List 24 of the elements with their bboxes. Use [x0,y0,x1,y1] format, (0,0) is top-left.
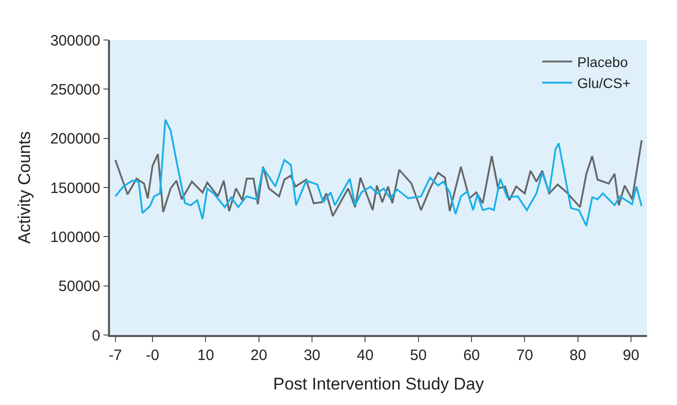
y-tick-label: 0 [92,327,100,344]
y-tick-label: 250000 [50,81,100,98]
legend-label: Placebo [577,54,628,70]
x-tick-label: 80 [570,346,586,364]
x-tick-label: 50 [410,346,427,364]
x-tick-label: 20 [250,346,268,364]
y-axis-title: Activity Counts [15,131,34,244]
x-tick-label: -0 [146,346,160,364]
line-series [114,118,643,227]
x-tick-label: 40 [356,346,374,364]
x-tick-label: 30 [304,346,320,364]
y-tick-label: 150000 [50,180,100,197]
x-tick-label: 70 [516,346,534,364]
x-tick-label: 60 [463,346,480,364]
y-tick-label: 300000 [50,32,100,50]
x-tick-label: -7 [108,346,122,364]
legend-label: Glu/CS+ [577,75,631,92]
y-tick-label: 50000 [58,278,100,296]
line-series [114,139,643,217]
y-tick-label: 100000 [50,228,100,246]
x-tick-label: 90 [622,346,640,364]
x-axis-title: Post Intervention Study Day [273,374,484,394]
y-tick-label: 200000 [50,130,100,148]
x-tick-label: 10 [197,346,214,364]
